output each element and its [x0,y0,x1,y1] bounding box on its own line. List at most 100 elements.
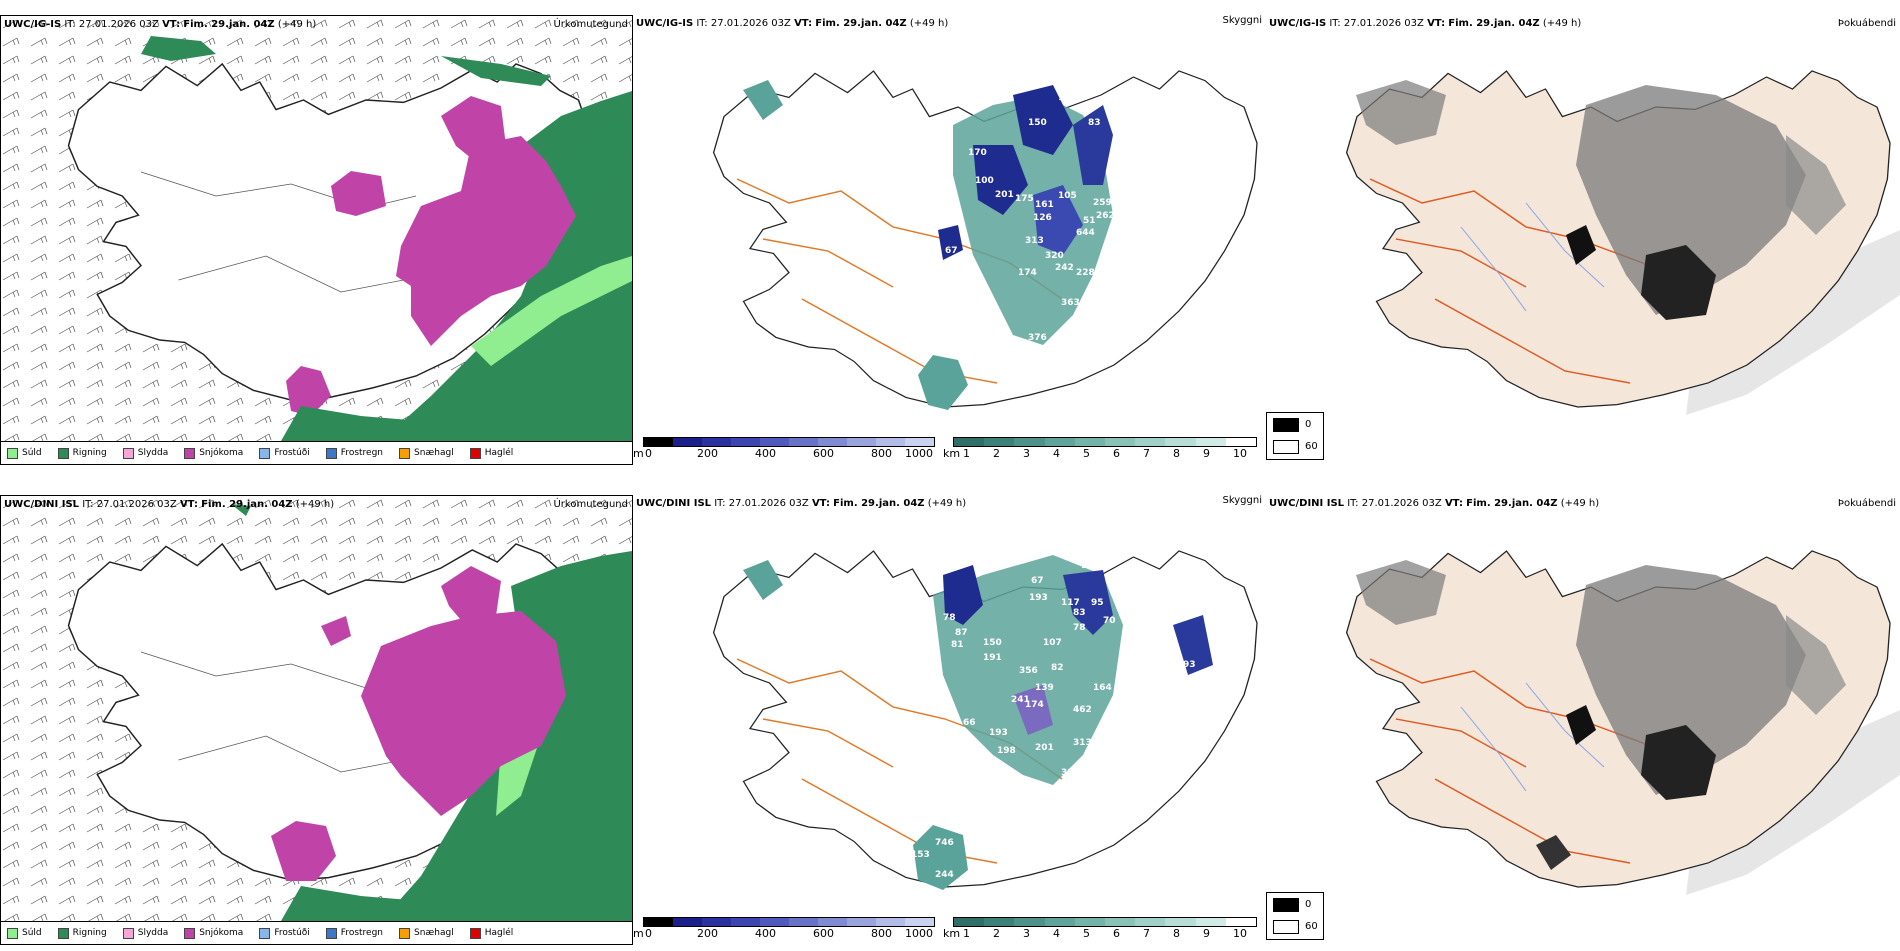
visibility-label: 150 [983,638,1002,648]
visibility-label: 228 [1076,268,1095,278]
visibility-label: 67 [945,246,958,256]
visibility-label: 244 [935,870,954,880]
visibility-label: 307 [1129,750,1148,760]
visibility-label: 256 [1141,722,1160,732]
fog-panel-dini: UWC/DINI ISL IT: 27.01.2026 03Z VT: Fim.… [1266,495,1900,945]
visibility-label: 262 [1096,211,1115,221]
visibility-label: 276 [1141,706,1160,716]
visibility-label: 107 [1043,638,1062,648]
panel-header: UWC/IG-IS IT: 27.01.2026 03Z VT: Fim. 29… [1269,18,1582,29]
visibility-label: 150 [1028,118,1047,128]
legend-item-rigning: Rigning [57,447,107,459]
fog-legend-top: 0 60 [1266,412,1324,460]
visibility-label: 90 [1191,228,1204,238]
visibility-panel-ig: 154 23 150 83 80 139 170 100 142 127 78 … [633,15,1266,465]
visibility-label: 105 [1058,191,1077,201]
precip-legend: Súld Rigning Slydda Snjókoma Frostúði Fr… [1,921,632,944]
precip-type-panel-ig: UWC/IG-IS IT: 27.01.2026 03Z VT: Fim. 29… [0,15,633,465]
visibility-label: 70 [1103,616,1116,626]
visibility-label: 139 [1181,153,1200,163]
visibility-label: 216 [1171,688,1190,698]
legend-item-frostudi: Frostúði [259,447,310,459]
visibility-label: 139 [1035,683,1054,693]
visibility-label: 313 [1025,236,1044,246]
visibility-label: 116 [1081,561,1100,571]
fog-map [1345,550,1900,895]
colorbar-unit: m [633,927,644,940]
visibility-label: 100 [975,176,994,186]
visibility-label: 95 [1091,598,1104,608]
fog-map [1345,70,1900,415]
visibility-label: 304 [1089,295,1108,305]
panel-header: UWC/IG-IS IT: 27.01.2026 03Z VT: Fim. 29… [4,19,317,30]
precip-legend: Súld Rigning Slydda Snjókoma Frostúði Fr… [1,441,632,464]
fog-panel-ig: UWC/IG-IS IT: 27.01.2026 03Z VT: Fim. 29… [1266,15,1900,465]
visibility-value-labels: 154 23 150 83 80 139 170 100 142 127 78 … [945,93,1204,343]
visibility-label: 117 [1061,598,1080,608]
legend-item-suld: Súld [7,447,42,459]
visibility-label: 221 [1141,746,1160,756]
visibility-map: 116 67 117 95 193 83 78 70 78 87 107 81 … [712,550,1258,890]
visibility-label: 71 [1147,648,1160,658]
visibility-label: 164 [1093,683,1112,693]
visibility-label: 202 [1159,248,1178,258]
visibility-label: 644 [1076,228,1095,238]
visibility-label: 83 [1088,118,1101,128]
legend-item-frostudi: Frostúði [259,927,310,939]
visibility-label: 246 [1061,793,1080,803]
legend-item-snjokoma: Snjókoma [184,927,243,939]
panel-title: Þokuábendi [1837,18,1896,29]
legend-item-frostregn: Frostregn [325,447,383,459]
panel-title: Úrkomutegund [553,499,628,510]
visibility-label: 174 [1025,700,1044,710]
visibility-label: 88 [1198,678,1211,688]
visibility-label: 243 [1118,266,1137,276]
colorbar-unit: km [943,447,961,460]
visibility-label: 80 [1153,138,1166,148]
legend-item-rigning: Rigning [57,927,107,939]
visibility-label: 190 [1133,241,1152,251]
visibility-label: 181 [1118,188,1137,198]
visibility-label: 201 [1035,743,1054,753]
visibility-label: 23 [1076,93,1089,103]
legend-item-frostregn: Frostregn [325,927,383,939]
visibility-label: 214 [1143,270,1162,280]
visibility-label: 242 [1055,263,1074,273]
visibility-label: 111 [1111,718,1130,728]
visibility-label: 78 [1073,623,1086,633]
visibility-label: 191 [983,653,1002,663]
legend-item-snaehagl: Snæhagl [399,447,454,459]
panel-title: Skyggni [1222,495,1262,506]
visibility-label: 276 [1111,740,1130,750]
visibility-label: 320 [1045,251,1064,261]
visibility-panel-dini: 116 67 117 95 193 83 78 70 78 87 107 81 … [633,495,1266,945]
visibility-label: 198 [997,746,1016,756]
visibility-value-labels: 116 67 117 95 193 83 78 70 78 87 107 81 … [911,561,1211,880]
legend-item-snaehagl: Snæhagl [399,927,454,939]
colorbar-unit: m [633,447,644,460]
panel-title: Þokuábendi [1837,498,1896,509]
visibility-label: 82 [1051,663,1064,673]
visibility-label: 166 [1129,223,1148,233]
visibility-label: 51 [1083,216,1096,226]
visibility-label: 259 [1093,198,1112,208]
visibility-label: 376 [1028,333,1047,343]
fog-legend-bottom: 0 60 [1266,892,1324,940]
visibility-m-colorbar: m 0 200 400 600 800 1000 [633,917,935,951]
colorbar-unit: km [943,927,961,940]
visibility-label: 127 [1132,168,1151,178]
legend-item-slydda: Slydda [122,447,168,459]
precip-type-map [1,16,632,441]
visibility-label: 83 [1073,608,1086,618]
visibility-label: 66 [963,718,976,728]
visibility-label: 84 [1163,273,1176,283]
panel-header: UWC/DINI ISL IT: 27.01.2026 03Z VT: Fim.… [1269,498,1600,509]
visibility-label: 356 [1019,666,1038,676]
legend-item-haglel: Haglél [469,447,513,459]
visibility-label: 343 [1093,764,1112,774]
visibility-label: 462 [1073,705,1092,715]
visibility-label: 153 [911,850,930,860]
precip-type-panel-dini: UWC/DINI ISL IT: 27.01.2026 03Z VT: Fim.… [0,495,633,945]
visibility-label: 174 [1018,268,1037,278]
visibility-label: 78 [943,613,956,623]
